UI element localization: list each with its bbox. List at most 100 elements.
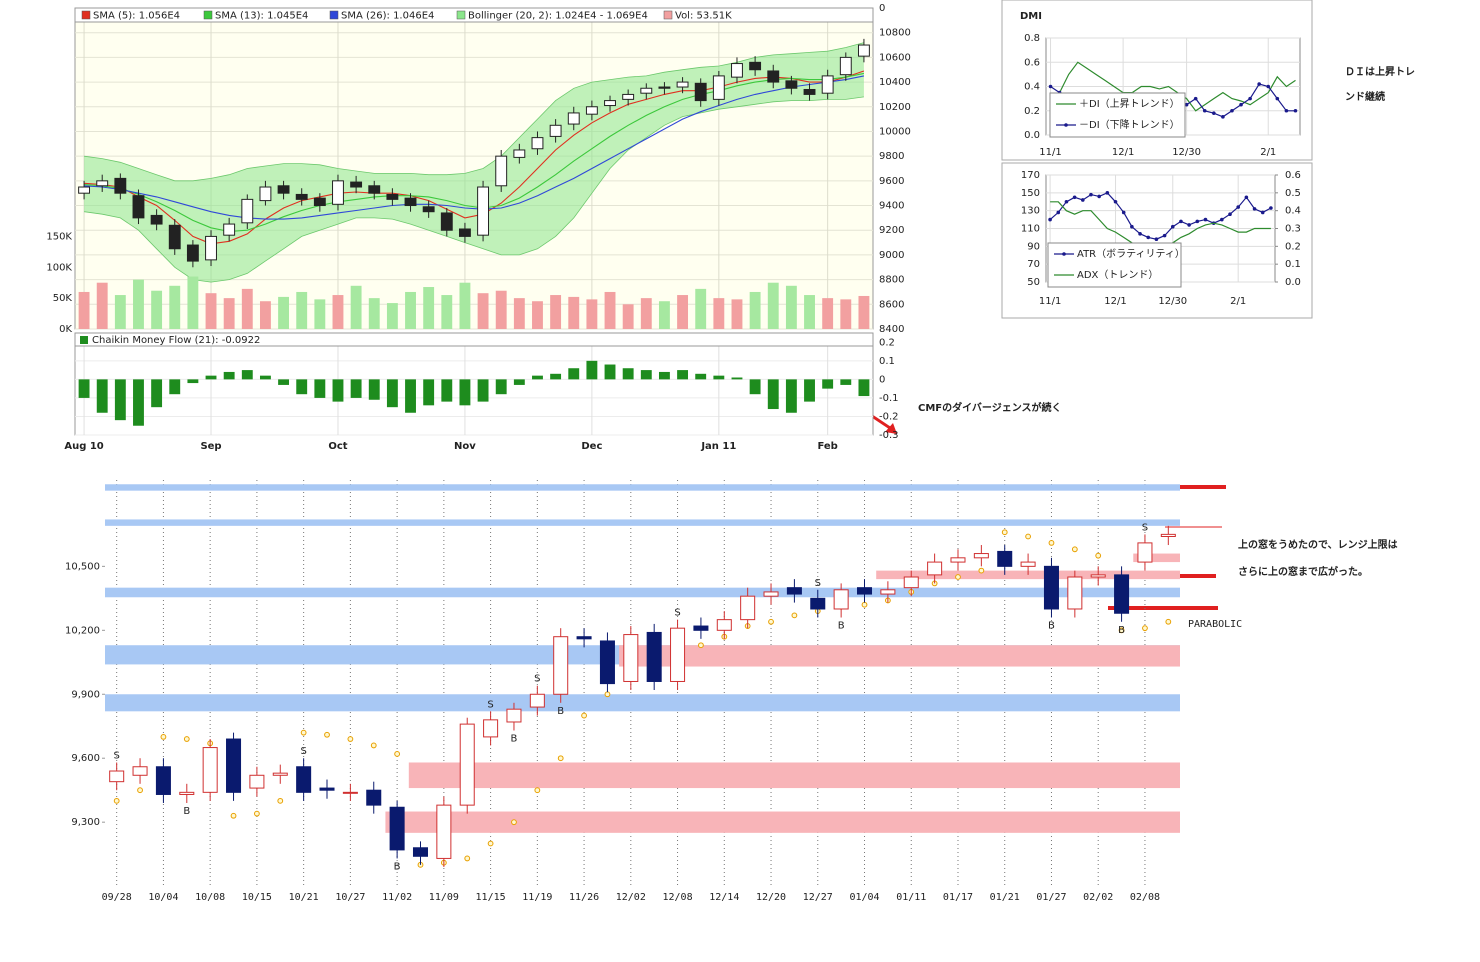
candle-body — [712, 75, 725, 100]
cmf-bar — [386, 379, 398, 408]
y-tick-label: 10400 — [879, 77, 911, 88]
legend-swatch — [203, 10, 213, 20]
candle-body — [495, 155, 508, 187]
cmf-bar — [441, 379, 453, 402]
signal-label: B — [557, 706, 564, 717]
cmf-bar — [187, 379, 199, 384]
series-marker — [1121, 210, 1126, 215]
parabolic-dot — [1001, 529, 1008, 536]
candle-body — [226, 738, 242, 793]
y2-tick-label: 0.5 — [1285, 188, 1301, 199]
series-marker — [1105, 191, 1110, 195]
parabolic-dot — [300, 729, 307, 736]
x-tick-label: Sep — [200, 441, 221, 452]
candle-body — [132, 766, 148, 776]
parabolic-dot — [487, 840, 494, 847]
annotation: ＤＩは上昇トレ — [1345, 65, 1415, 78]
volume-bar — [405, 291, 416, 329]
x-tick-label: 2/1 — [1260, 147, 1276, 158]
x-tick-label: 11/19 — [522, 892, 552, 903]
chart-title: DMI — [1020, 11, 1042, 22]
volume-bar — [568, 296, 580, 329]
volume-bar — [713, 298, 725, 329]
y2-tick-label: 0.2 — [1285, 241, 1301, 252]
signal-label: B — [394, 861, 401, 872]
bollinger-lower — [84, 96, 864, 283]
x-tick-label: 01/17 — [943, 892, 973, 903]
signal-label: S — [300, 746, 306, 757]
x-tick-label: 12/14 — [709, 892, 739, 903]
series-marker — [1203, 217, 1208, 222]
x-tick-label: 12/30 — [1158, 296, 1187, 307]
volume-tick-label: 0K — [59, 324, 72, 335]
y2-tick-label: 0.1 — [1285, 259, 1301, 270]
volume-bar — [532, 301, 543, 329]
x-tick-label: 10/04 — [148, 892, 178, 903]
signal-label: S — [1142, 522, 1148, 533]
series-marker — [1130, 224, 1134, 229]
candle-body — [277, 185, 290, 194]
candle-body — [483, 719, 499, 738]
cmf-bar — [96, 379, 108, 413]
series-marker — [1230, 108, 1234, 113]
x-tick-label: 11/26 — [569, 892, 599, 903]
cmf-bar — [296, 379, 308, 395]
series-marker — [1284, 108, 1289, 113]
signal-label: S — [534, 674, 540, 685]
candle-body — [567, 112, 580, 125]
series-marker — [1138, 232, 1142, 236]
candle-body — [997, 550, 1013, 567]
x-tick-label: 12/27 — [803, 892, 833, 903]
x-tick-label: 12/1 — [1112, 147, 1134, 158]
cmf-bar — [259, 375, 271, 380]
parabolic-dot — [1165, 618, 1172, 625]
legend-swatch — [329, 10, 339, 20]
candle-body — [186, 244, 199, 262]
volume-bar — [695, 288, 707, 329]
volume-bar — [677, 295, 689, 329]
candle-body — [740, 595, 756, 621]
cmf-bar — [513, 379, 525, 385]
x-tick-label: 12/1 — [1104, 296, 1126, 307]
y-tick-label: 10200 — [879, 102, 911, 113]
series-marker — [1260, 210, 1265, 215]
volume-bar — [804, 295, 815, 329]
cmf-bar — [677, 370, 689, 380]
cmf-bar — [532, 375, 543, 380]
volume-bar — [658, 301, 670, 329]
series-marker — [1056, 210, 1061, 215]
volume-bar — [840, 299, 852, 329]
series-marker — [1266, 84, 1271, 89]
cmf-bar — [804, 379, 815, 402]
volume-bar — [259, 301, 271, 329]
parabolic-dot — [230, 812, 237, 819]
y-tick-label: 9000 — [879, 250, 904, 261]
legend-label: ＋DI（上昇トレンド） — [1079, 98, 1180, 110]
candle-body — [1137, 542, 1153, 563]
y-tick-label: 0 — [879, 3, 885, 14]
parabolic-dot — [698, 642, 704, 649]
cmf-bar — [223, 371, 235, 380]
chart-title: Chaikin Money Flow (21): -0.0922 — [92, 335, 260, 346]
y-tick-label: 0.4 — [1024, 82, 1040, 93]
cmf-bar — [241, 370, 253, 380]
volume-bar — [205, 293, 217, 329]
candle-body — [670, 627, 686, 682]
parabolic-dot — [534, 787, 541, 794]
annotation: 上の窓をうめたので、レンジ上限は — [1238, 538, 1398, 551]
x-tick-label: Nov — [454, 441, 476, 452]
y-tick-label: 50 — [1027, 277, 1040, 288]
volume-bar — [350, 285, 362, 329]
y-tick-label: 10,200 — [65, 625, 100, 636]
y2-tick-label: 0.0 — [1285, 277, 1301, 288]
volume-bar — [640, 298, 652, 329]
x-tick-label: 01/11 — [896, 892, 926, 903]
arrow-head — [885, 423, 897, 434]
x-tick-label: 12/08 — [662, 892, 692, 903]
candle-body — [880, 589, 896, 595]
volume-bar — [513, 298, 525, 329]
parabolic-dot — [1071, 546, 1078, 553]
volume-bar — [332, 295, 344, 329]
y-tick-label: 0.0 — [1024, 130, 1040, 141]
candle-body — [440, 212, 453, 231]
